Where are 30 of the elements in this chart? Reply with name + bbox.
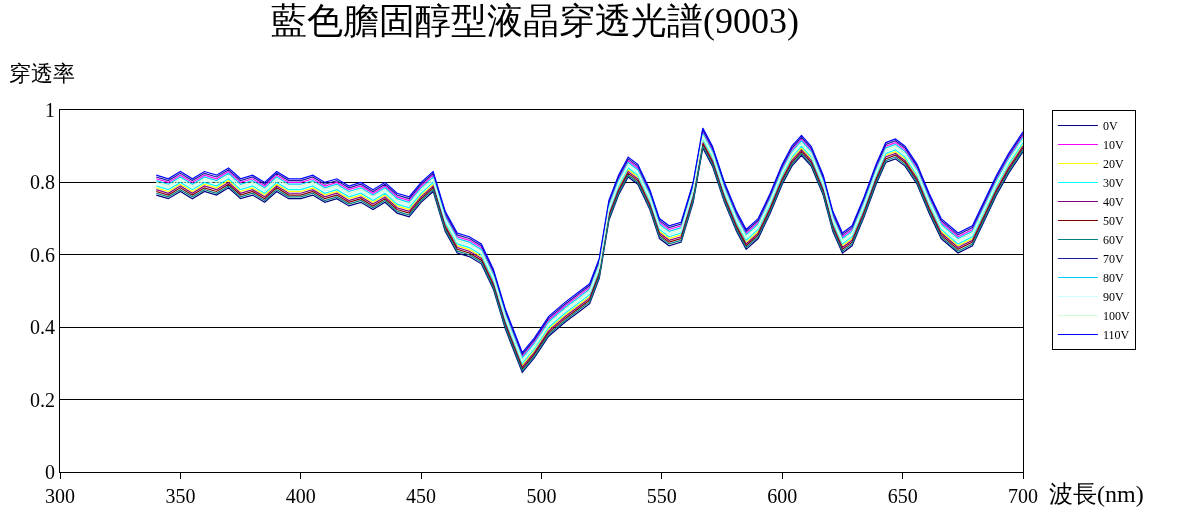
x-tick-label: 300: [45, 485, 75, 507]
y-tick-label: 0.4: [30, 316, 55, 339]
y-axis-title: 穿透率: [9, 61, 75, 86]
x-tick-label: 650: [887, 485, 918, 507]
legend-label: 50V: [1102, 214, 1124, 229]
x-tick-label: 600: [767, 485, 798, 507]
legend-label: 40V: [1102, 195, 1124, 210]
x-axis-title: 波長(nm): [1049, 481, 1144, 507]
legend-label: 80V: [1102, 271, 1124, 286]
y-tick-label: 0.8: [30, 171, 55, 194]
legend-label: 110V: [1102, 328, 1130, 343]
x-tick-label: 350: [165, 485, 196, 507]
x-tick-label: 450: [406, 485, 437, 507]
y-tick-label: 0: [45, 461, 55, 483]
legend-label: 20V: [1102, 157, 1124, 172]
x-tick-label: 700: [1008, 485, 1038, 507]
legend-label: 60V: [1102, 233, 1124, 248]
legend-label: 100V: [1102, 309, 1130, 324]
y-tick-label: 0.6: [30, 243, 55, 266]
legend-label: 0V: [1102, 119, 1118, 134]
legend-label: 90V: [1102, 290, 1124, 305]
x-tick-label: 500: [526, 485, 557, 507]
legend-label: 70V: [1102, 252, 1124, 267]
x-tick-label: 550: [646, 485, 677, 507]
legend-label: 10V: [1102, 138, 1124, 153]
y-tick-label: 0.2: [30, 388, 55, 411]
chart-title: 藍色膽固醇型液晶穿透光譜(9003): [271, 1, 800, 42]
x-tick-label: 400: [285, 485, 316, 507]
y-tick-label: 1: [45, 99, 55, 121]
legend-label: 30V: [1102, 176, 1124, 191]
